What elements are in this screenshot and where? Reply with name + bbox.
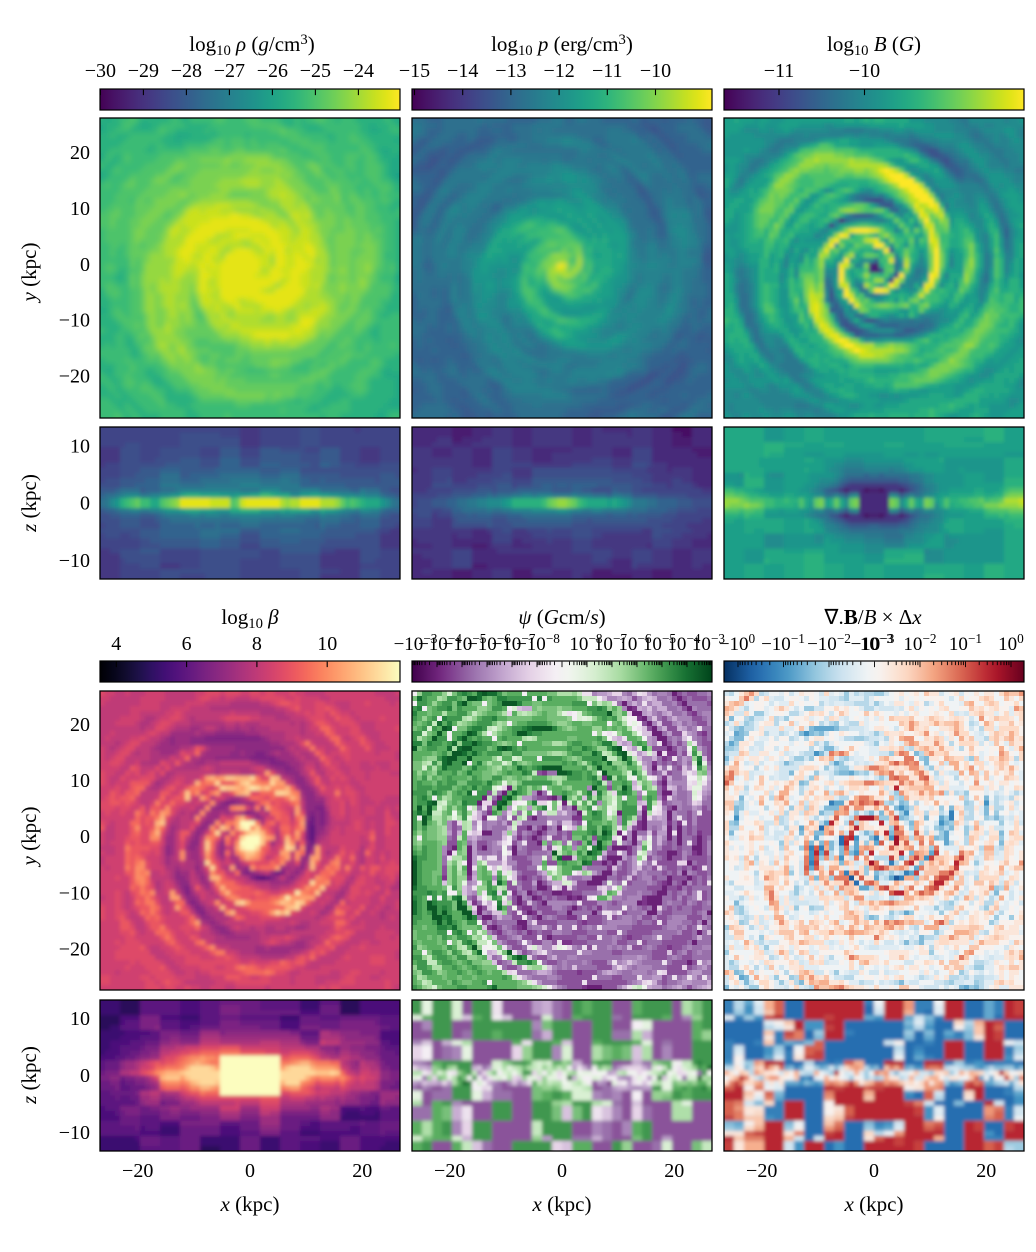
svg-text:10: 10 xyxy=(70,198,90,220)
svg-text:8: 8 xyxy=(252,633,262,655)
svg-text:0: 0 xyxy=(80,254,90,276)
svg-text:−10: −10 xyxy=(59,550,90,572)
svg-text:−11: −11 xyxy=(592,60,623,82)
svg-text:0: 0 xyxy=(80,826,90,848)
svg-text:−10−4​: −10−4​ xyxy=(418,631,462,655)
svg-text:−10: −10 xyxy=(59,882,90,904)
svg-text:−10: −10 xyxy=(59,310,90,332)
svg-text:0: 0 xyxy=(245,1160,255,1182)
svg-text:−12: −12 xyxy=(543,60,574,82)
svg-text:20: 20 xyxy=(352,1160,372,1182)
svg-text:x (kpc): x (kpc) xyxy=(844,1192,904,1216)
svg-text:−11: −11 xyxy=(764,60,795,82)
svg-text:z (kpc): z (kpc) xyxy=(17,474,41,533)
svg-text:0: 0 xyxy=(869,1160,879,1182)
svg-text:4: 4 xyxy=(111,633,121,655)
svg-text:−20: −20 xyxy=(122,1160,153,1182)
svg-text:−20: −20 xyxy=(59,366,90,388)
svg-text:−15: −15 xyxy=(399,60,430,82)
svg-text:−10−3​: −10−3​ xyxy=(851,631,895,655)
svg-text:−10: −10 xyxy=(849,60,880,82)
svg-text:−30: −30 xyxy=(85,60,116,82)
svg-text:−10: −10 xyxy=(640,60,671,82)
svg-text:x (kpc): x (kpc) xyxy=(532,1192,592,1216)
svg-text:−28: −28 xyxy=(171,60,202,82)
svg-text:10: 10 xyxy=(70,1008,90,1030)
svg-text:−24: −24 xyxy=(343,60,374,82)
svg-text:−29: −29 xyxy=(128,60,159,82)
svg-text:10−1​: 10−1​ xyxy=(949,631,982,655)
svg-text:6: 6 xyxy=(182,633,192,655)
svg-text:−20: −20 xyxy=(434,1160,465,1182)
svg-text:0: 0 xyxy=(80,1065,90,1087)
svg-text:−13: −13 xyxy=(495,60,526,82)
svg-text:−26: −26 xyxy=(257,60,288,82)
svg-text:20: 20 xyxy=(70,142,90,164)
svg-text:20: 20 xyxy=(70,714,90,736)
svg-text:10: 10 xyxy=(70,436,90,458)
svg-text:∇.B/B × Δx: ∇.B/B × Δx xyxy=(823,605,922,629)
svg-text:y (kpc): y (kpc) xyxy=(17,807,41,868)
svg-text:x (kpc): x (kpc) xyxy=(220,1192,280,1216)
svg-text:10: 10 xyxy=(317,633,337,655)
svg-text:−10: −10 xyxy=(59,1122,90,1144)
svg-text:0: 0 xyxy=(80,493,90,515)
svg-text:−20: −20 xyxy=(59,939,90,961)
svg-text:log10​ ρ (g/cm3​): log10​ ρ (g/cm3​) xyxy=(189,32,314,59)
svg-text:−20: −20 xyxy=(746,1160,777,1182)
svg-text:0: 0 xyxy=(557,1160,567,1182)
svg-text:z (kpc): z (kpc) xyxy=(17,1046,41,1105)
svg-text:−14: −14 xyxy=(447,60,478,82)
svg-text:−25: −25 xyxy=(300,60,331,82)
svg-text:10: 10 xyxy=(70,770,90,792)
svg-text:20: 20 xyxy=(976,1160,996,1182)
svg-text:log10​ B (G): log10​ B (G) xyxy=(827,32,921,59)
svg-text:20: 20 xyxy=(664,1160,684,1182)
svg-text:log10​ p (erg/cm3​): log10​ p (erg/cm3​) xyxy=(491,32,633,59)
svg-text:−27: −27 xyxy=(214,60,245,82)
svg-text:y (kpc): y (kpc) xyxy=(17,243,41,304)
svg-text:ψ (Gcm/s): ψ (Gcm/s) xyxy=(518,605,605,629)
